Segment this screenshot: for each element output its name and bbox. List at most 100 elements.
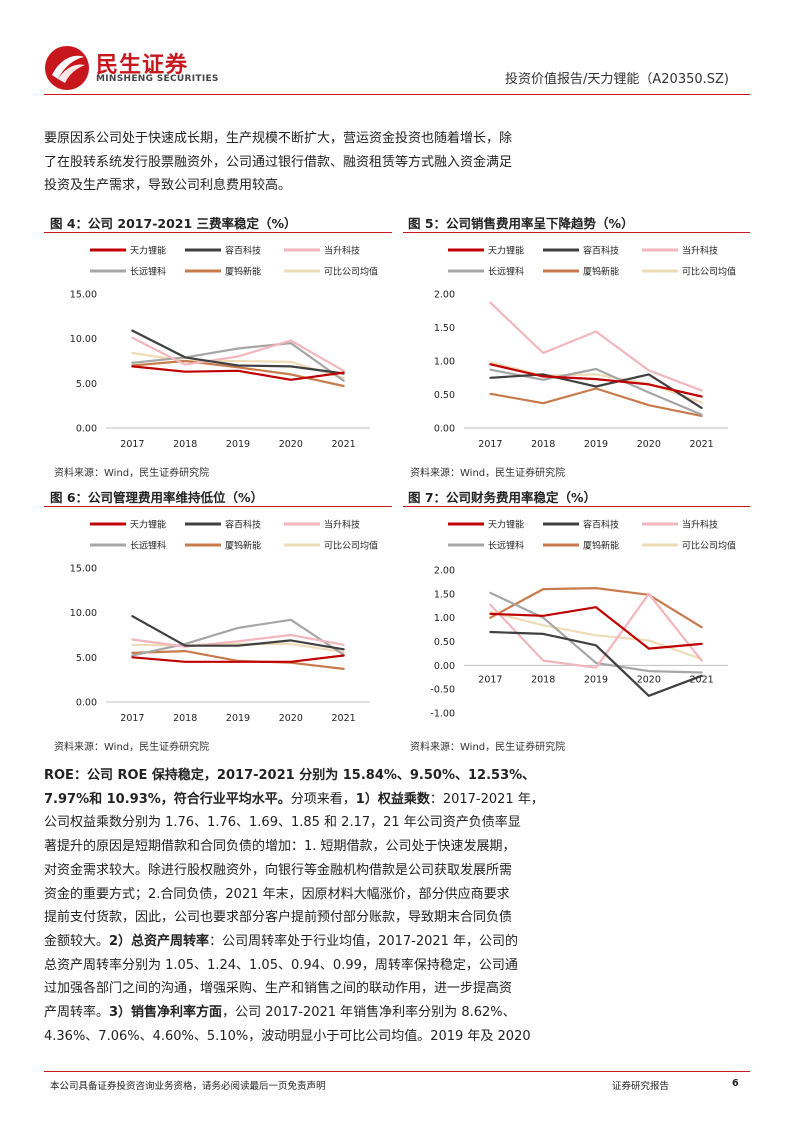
legend-label: 厦钨新能 xyxy=(583,266,619,278)
roe-bold-text: ROE：公司 ROE 保持稳定，2017-2021 分别为 15.84%、9.5… xyxy=(44,768,536,783)
figure-4-source: 资料来源：Wind，民生证券研究院 xyxy=(54,468,210,479)
legend-label: 当升科技 xyxy=(324,245,360,257)
series-line-1 xyxy=(489,363,703,398)
series-line-4 xyxy=(131,618,345,657)
legend-label: 厦钨新能 xyxy=(225,540,261,552)
roe-text: ：2017-2021 年， xyxy=(429,791,544,807)
roe-bold-text: 3）销售净利率方面 xyxy=(109,1005,223,1021)
y-tick-label: 10.00 xyxy=(70,608,97,619)
x-tick-label: 2020 xyxy=(637,439,661,450)
y-tick-label: 1.00 xyxy=(434,357,455,368)
legend-label: 天力锂能 xyxy=(130,245,166,257)
figure-4-chart: 天力锂能 容百科技 当升科技长远锂科 厦钨新能 可比公司均值 0.00 5.00 10.00 1… xyxy=(48,236,388,472)
series-line-2 xyxy=(489,630,703,697)
figure-7-title: 图 7：公司财务费用率稳定（%） xyxy=(408,490,597,505)
legend-label: 容百科技 xyxy=(225,519,261,531)
figure-5-source: 资料来源：Wind，民生证券研究院 xyxy=(410,468,566,479)
y-tick-label: 0.00 xyxy=(76,698,97,709)
series-line-4 xyxy=(489,591,703,674)
footer-divider xyxy=(44,1071,750,1072)
roe-text: 资金的重要方式；2.合同负债，2021 年末，因原材料大幅涨价，部分供应商要求 xyxy=(44,886,510,902)
x-tick-label: 2021 xyxy=(332,439,356,450)
y-tick-label: 1.50 xyxy=(434,589,455,600)
footer-disclaimer: 本公司具备证券投资咨询业务资格，请务必阅读最后一页免责声明 xyxy=(50,1081,326,1092)
series-line-3 xyxy=(131,336,345,372)
y-tick-label: 15.00 xyxy=(70,290,97,301)
legend-label: 长远锂科 xyxy=(488,266,524,278)
legend-label: 容百科技 xyxy=(225,245,261,257)
series-line-6 xyxy=(131,642,345,654)
series-line-5 xyxy=(489,387,703,417)
figure-4-rule xyxy=(44,232,392,233)
legend-label: 天力锂能 xyxy=(130,519,166,531)
roe-text: 4.36%、7.06%、4.60%、5.10%，波动明显小于可比公司均值。201… xyxy=(44,1028,531,1044)
legend-label: 可比公司均值 xyxy=(682,266,736,278)
roe-line: 过加强各部门之间的沟通，增强采购、生产和销售之间的联动作用，进一步提高资 xyxy=(44,977,750,1001)
legend-label: 可比公司均值 xyxy=(324,266,378,278)
x-tick-label: 2020 xyxy=(279,439,303,450)
series-line-3 xyxy=(131,633,345,648)
legend-label: 可比公司均值 xyxy=(682,540,736,552)
x-tick-label: 2020 xyxy=(279,713,303,724)
legend-label: 长远锂科 xyxy=(130,540,166,552)
series-line-2 xyxy=(131,329,345,375)
series-line-1 xyxy=(131,654,345,663)
intro-line: 要原因系公司处于快速成长期，生产规模不断扩大，营运资金投资也随着增长，除 xyxy=(44,131,513,146)
roe-text: 过加强各部门之间的沟通，增强采购、生产和销售之间的联动作用，进一步提高资 xyxy=(44,981,513,997)
legend-label: 当升科技 xyxy=(682,519,718,531)
roe-line: 产周转率。3）销售净利率方面，公司 2017-2021 年销售净利率分别为 8.… xyxy=(44,1001,750,1025)
roe-bold-text: 2）总资产周转率 xyxy=(109,933,210,949)
series-line-2 xyxy=(489,373,703,409)
x-tick-label: 2017 xyxy=(120,439,144,450)
intro-line: 投资及生产需求，导致公司利息费用较高。 xyxy=(44,178,292,193)
x-tick-label: 2019 xyxy=(226,439,250,450)
figure-6-source: 资料来源：Wind，民生证券研究院 xyxy=(54,742,210,753)
roe-bold-text: 1）权益乘数 xyxy=(355,791,430,807)
y-tick-label: 15.00 xyxy=(70,564,97,575)
roe-line: 公司权益乘数分别为 1.76、1.76、1.69、1.85 和 2.17，21 … xyxy=(44,811,750,835)
roe-text: 提前支付货款，因此，公司也要求部分客户提前预付部分账款，导致期末合同负债 xyxy=(44,910,513,926)
x-tick-label: 2020 xyxy=(637,674,661,685)
y-tick-label: 1.50 xyxy=(434,323,455,334)
x-tick-label: 2017 xyxy=(120,713,144,724)
y-tick-label: 0.00 xyxy=(434,661,455,672)
figure-7-chart: 天力锂能 容百科技 当升科技 长远锂科 厦钨新能 可比公司均值 -1.00 -0.50 0.00… xyxy=(406,510,746,746)
x-tick-label: 2021 xyxy=(690,674,714,685)
x-tick-label: 2019 xyxy=(226,713,250,724)
x-tick-label: 2018 xyxy=(531,439,555,450)
roe-bold-text: 7.97%和 10.93%，符合行业平均水平。 xyxy=(44,791,291,807)
series-line-2 xyxy=(131,615,345,651)
figure-6-title: 图 6：公司管理费用率维持低位（%） xyxy=(50,490,264,505)
y-tick-label: 0.50 xyxy=(434,390,455,401)
legend-label: 长远锂科 xyxy=(488,540,524,552)
y-tick-label: 0.50 xyxy=(434,637,455,648)
legend-label: 长远锂科 xyxy=(130,266,166,278)
intro-paragraph: 要原因系公司处于快速成长期，生产规模不断扩大，营运资金投资也随着增长，除 了在股… xyxy=(44,127,750,198)
figure-6-rule xyxy=(44,506,392,507)
roe-text: ：公司周转率处于行业均值，2017-2021 年，公司的 xyxy=(209,933,519,949)
legend-label: 厦钨新能 xyxy=(583,540,619,552)
brand-name-cn: 民生证券 xyxy=(96,53,189,78)
series-line-4 xyxy=(131,341,345,382)
y-tick-label: 5.00 xyxy=(76,379,97,390)
roe-text: ，公司 2017-2021 年销售净利率分别为 8.62%、 xyxy=(222,1005,516,1021)
roe-text: 产周转率。 xyxy=(44,1005,110,1021)
roe-text: 金额较大。 xyxy=(44,933,110,949)
series-line-3 xyxy=(489,301,703,392)
figure-6-chart: 天力锂能 容百科技 当升科技 长远锂科 厦钨新能 可比公司均值 0.00 5.00 10.00 1… xyxy=(48,510,388,746)
roe-text: 公司权益乘数分别为 1.76、1.76、1.69、1.85 和 2.17，21 … xyxy=(44,815,521,831)
legend-label: 容百科技 xyxy=(583,245,619,257)
series-line-5 xyxy=(489,586,703,629)
series-line-6 xyxy=(489,361,703,404)
roe-text: 分项来看， xyxy=(290,791,356,807)
y-tick-label: 0.00 xyxy=(76,424,97,435)
series-line-1 xyxy=(131,365,345,381)
roe-line: 金额较大。2）总资产周转率：公司周转率处于行业均值，2017-2021 年，公司… xyxy=(44,930,750,954)
roe-line: 7.97%和 10.93%，符合行业平均水平。分项来看，1）权益乘数：2017-… xyxy=(44,788,750,812)
header-divider xyxy=(44,94,750,95)
y-tick-label: -1.00 xyxy=(430,709,455,720)
legend-label: 当升科技 xyxy=(324,519,360,531)
y-tick-label: 10.00 xyxy=(70,334,97,345)
legend-label: 厦钨新能 xyxy=(225,266,261,278)
